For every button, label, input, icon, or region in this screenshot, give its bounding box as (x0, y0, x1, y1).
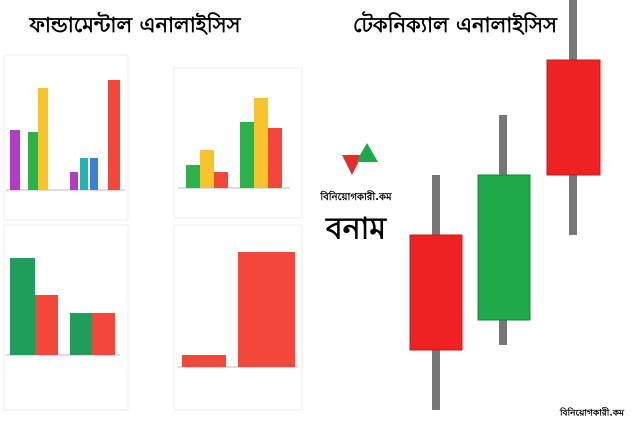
candlesticks (409, 0, 601, 410)
logo-triangle (342, 155, 362, 175)
bar (238, 252, 295, 367)
bar (28, 132, 38, 190)
candle (477, 174, 531, 321)
bar (38, 88, 48, 190)
footer-brand: বিনিয়োগকারী.কম (559, 406, 625, 419)
bar (200, 150, 214, 188)
versus: বনাম (325, 212, 387, 247)
bar (268, 128, 282, 188)
bar (182, 355, 226, 367)
brand: বিনিয়োগকারী.কম (319, 189, 392, 203)
bar (70, 313, 92, 355)
panel (173, 67, 303, 219)
bar (10, 130, 20, 190)
bar (214, 172, 228, 188)
bar (10, 258, 35, 355)
bar (254, 98, 268, 188)
fundamental-charts (3, 54, 303, 411)
bar (35, 295, 58, 355)
right-heading: টেকনিক্যাল এনালাইসিস (353, 11, 558, 37)
bar (186, 165, 200, 188)
panel (3, 54, 129, 221)
bar (108, 80, 120, 190)
left-heading: ফান্ডামেন্টাল এনালাইসিস (29, 11, 242, 37)
bar (70, 172, 78, 190)
bar (92, 313, 115, 355)
bar (80, 158, 88, 190)
logo-triangle (356, 143, 378, 162)
candle (546, 59, 601, 176)
logo: বিনিয়োগকারী.কম বনাম (319, 143, 392, 247)
bar (90, 158, 98, 190)
candle (409, 234, 463, 351)
bar (240, 122, 254, 188)
